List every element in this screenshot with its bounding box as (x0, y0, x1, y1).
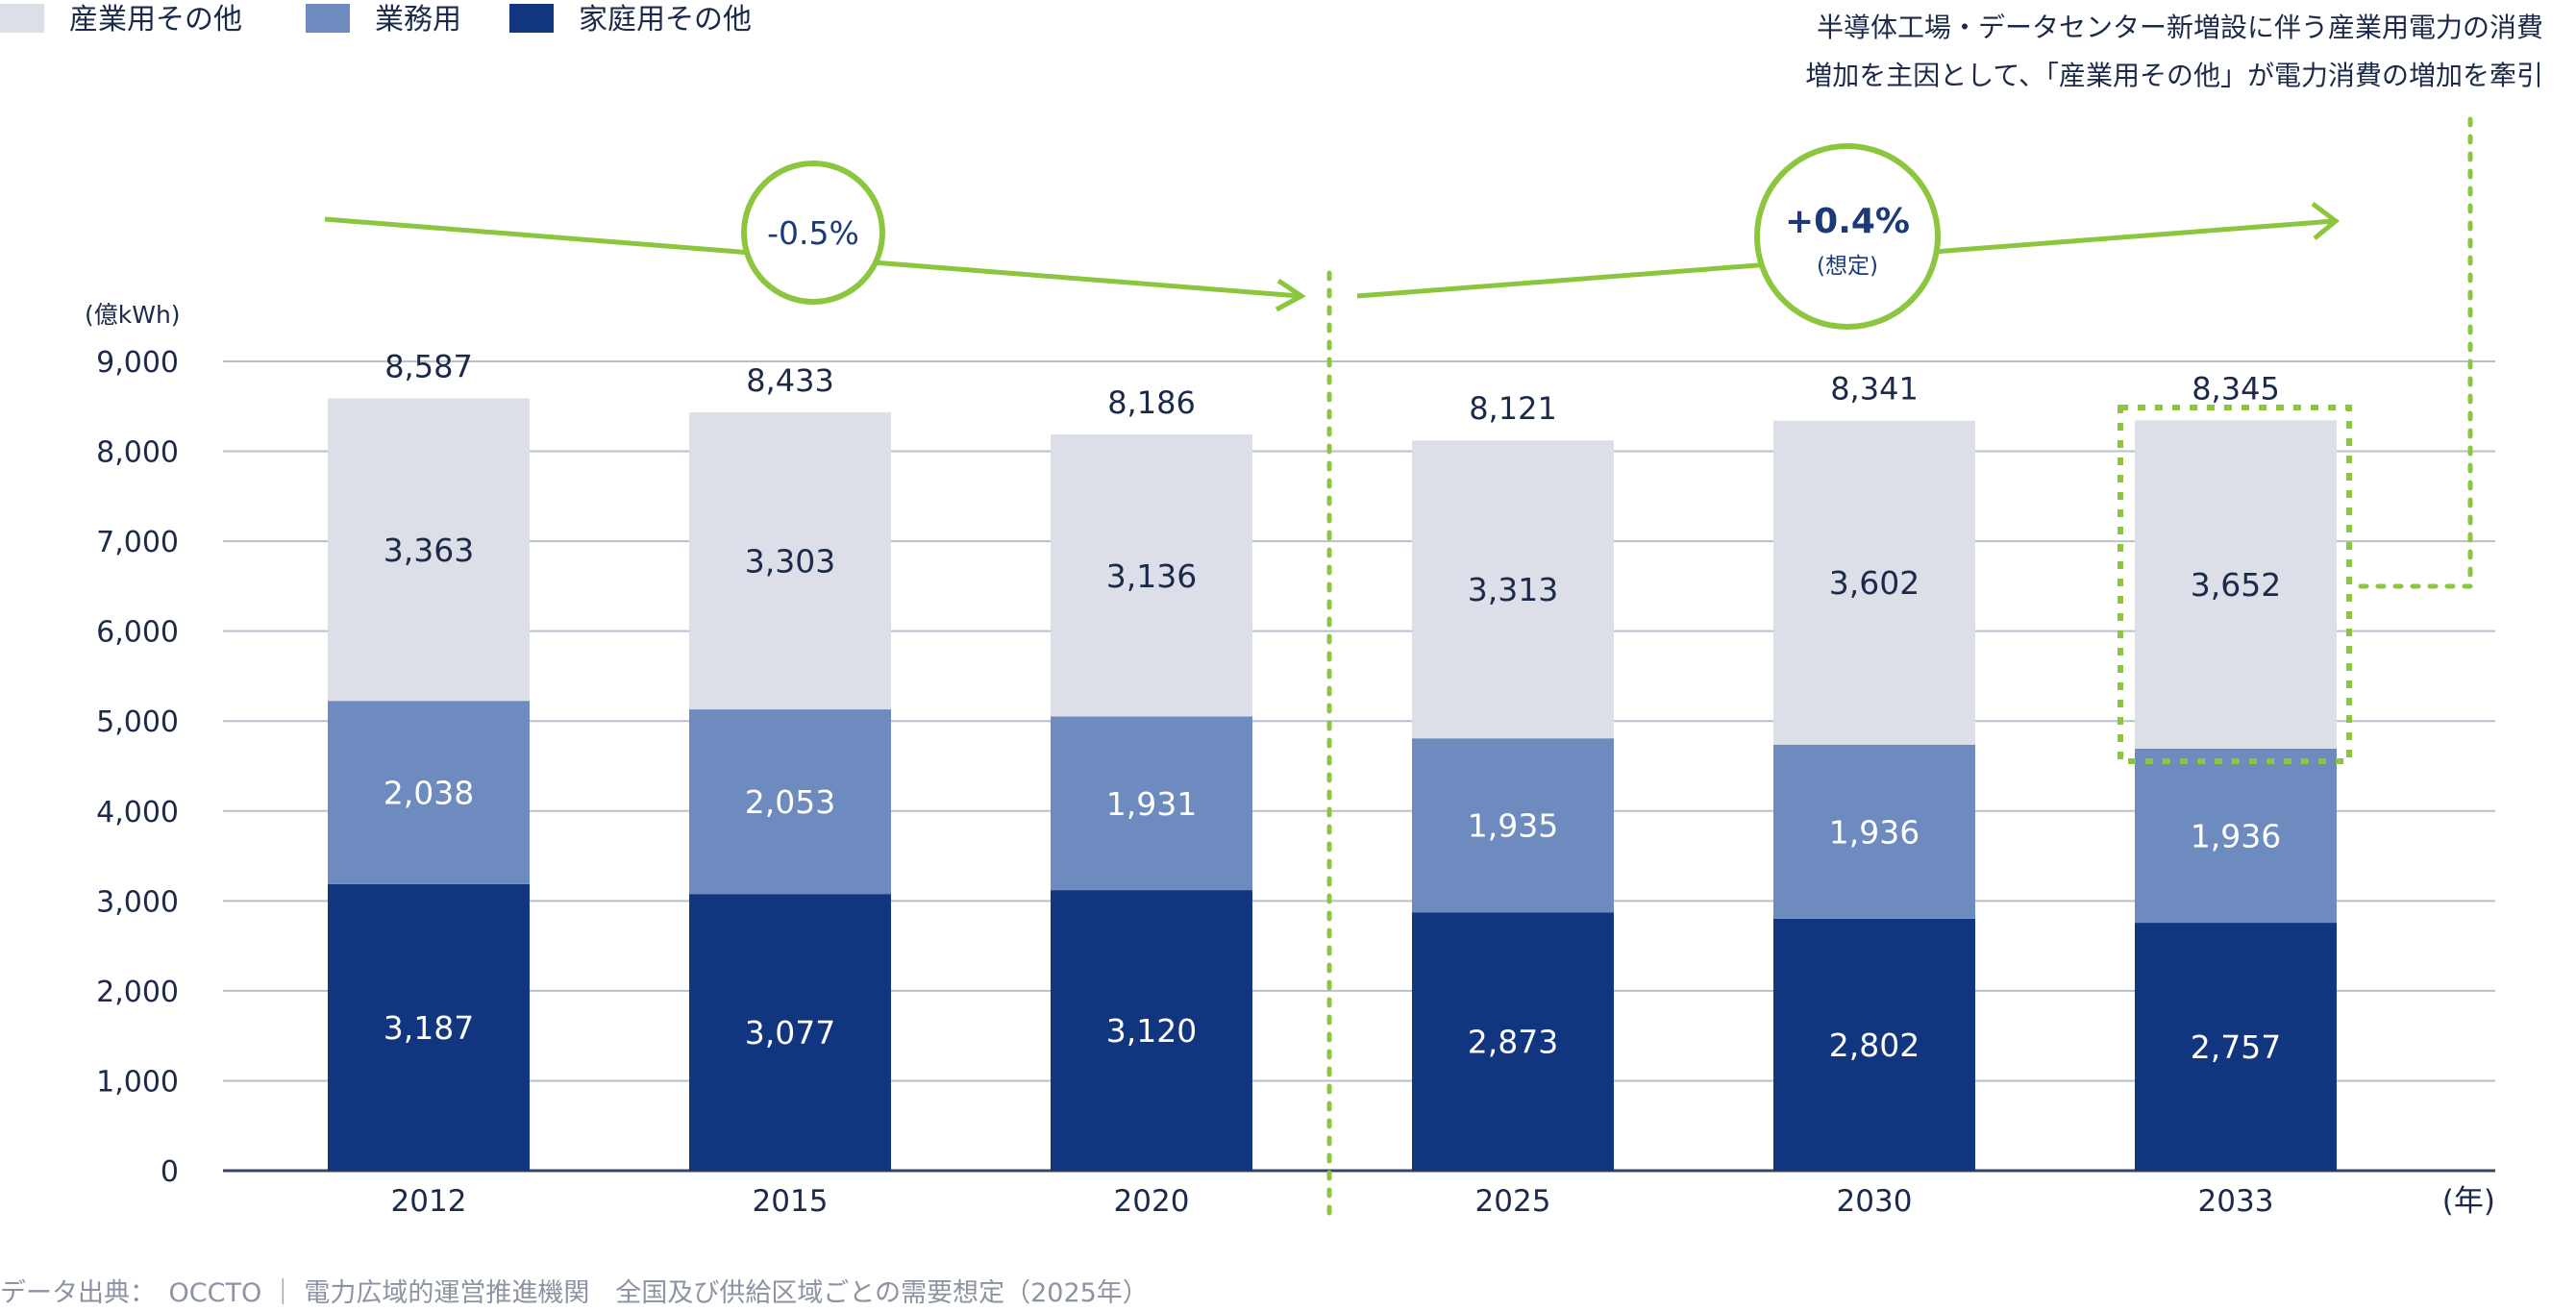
bar-segment-commercial (689, 709, 891, 895)
bar-segment-commercial (1412, 738, 1614, 913)
bar-total-label: 8,341 (1830, 371, 1919, 408)
highlight-box-2033-industrial (2118, 405, 2352, 764)
segment-value-label-residential: 3,120 (1106, 1012, 1197, 1050)
future-rate-text: +0.4% (1785, 202, 1910, 241)
segment-value-label-industrial: 3,136 (1106, 557, 1197, 595)
segment-value-label-industrial: 3,602 (1829, 564, 1920, 602)
segment-value-label-residential: 3,187 (384, 1009, 474, 1047)
y-tick-label: 3,000 (96, 885, 179, 919)
y-tick-label: 7,000 (96, 526, 179, 559)
bar-segment-residential (1051, 890, 1252, 1171)
bar-total-label: 8,186 (1107, 384, 1196, 421)
legend-swatch-residential (509, 4, 554, 33)
bar-segment-industrial (2135, 420, 2337, 749)
bar-segment-industrial (1773, 420, 1975, 745)
bar-segment-industrial (1051, 434, 1252, 717)
legend: 産業用その他 業務用 家庭用その他 (0, 3, 752, 37)
bar-segment-residential (1412, 912, 1614, 1171)
segment-value-label-commercial: 1,936 (1829, 813, 1920, 851)
segment-value-label-commercial: 2,053 (745, 783, 835, 821)
future-rate-circle (1754, 143, 1941, 330)
y-tick-label: 1,000 (96, 1065, 179, 1099)
annotation-note-line-1: 半導体工場・データセンター新増設に伴う産業用電力の消費 (1817, 12, 2543, 43)
bar-segment-commercial (2135, 748, 2337, 924)
y-tick-label: 0 (161, 1155, 179, 1189)
past-trend-arrowhead (1275, 278, 1306, 312)
y-tick-label: 2,000 (96, 976, 179, 1009)
total-labels: 8,587 8,433 8,186 8,121 8,341 8,345 (384, 349, 2280, 428)
y-tick-label: 6,000 (96, 616, 179, 650)
trend-annotations: -0.5% +0.4% (想定) (324, 116, 2473, 1222)
segment-labels: 3,187 2,038 3,363 3,077 2,053 3,303 3,120 1,931… (384, 532, 2281, 1066)
bar-total-label: 8,345 (2192, 370, 2280, 407)
future-rate-note: (想定) (1817, 254, 1878, 279)
x-tick-label: 2012 (391, 1184, 467, 1219)
x-tick-label: 2030 (1837, 1184, 1913, 1219)
segment-value-label-industrial: 3,363 (384, 532, 474, 569)
source-note: データ出典： OCCTO ｜ 電力広域的運営推進機関 全国及び供給区域ごとの需要… (0, 1278, 1149, 1308)
x-tick-label: 2033 (2198, 1184, 2274, 1219)
bar-segment-residential (328, 883, 530, 1171)
y-tick-label: 9,000 (96, 346, 179, 380)
x-tick-label: 2020 (1114, 1184, 1190, 1219)
y-axis-ticks: 0 1,000 2,000 3,000 4,000 5,000 6,000 7,000 8,00… (96, 346, 179, 1189)
future-trend-arrowhead (2311, 202, 2341, 240)
bar-segment-industrial (1412, 440, 1614, 739)
segment-value-label-industrial: 3,303 (745, 543, 835, 581)
bar-segment-industrial (689, 412, 891, 710)
bar-total-label: 8,587 (384, 349, 473, 385)
past-rate-circle (741, 161, 885, 305)
segment-value-label-commercial: 1,935 (1468, 807, 1558, 845)
segment-value-label-residential: 3,077 (745, 1014, 835, 1051)
bar-total-label: 8,121 (1469, 390, 1557, 427)
bar-segment-industrial (328, 398, 530, 702)
x-tick-label: 2025 (1475, 1184, 1551, 1219)
segment-value-label-industrial: 3,313 (1468, 571, 1558, 608)
y-tick-label: 8,000 (96, 436, 179, 470)
segment-value-label-commercial: 1,931 (1106, 785, 1197, 823)
segment-value-label-commercial: 2,038 (384, 775, 474, 812)
legend-label-industrial: 産業用その他 (69, 3, 242, 37)
bar-segment-residential (1773, 918, 1975, 1171)
segment-value-label-residential: 2,802 (1829, 1027, 1920, 1064)
annotation-note-line-2: 増加を主因として、「産業用その他」が電力消費の増加を牽引 (1805, 60, 2543, 91)
highlight-connector-line (2358, 116, 2473, 589)
legend-swatch-commercial (306, 4, 350, 33)
y-tick-label: 4,000 (96, 796, 179, 829)
bar-segment-commercial (1773, 744, 1975, 919)
y-axis-unit-label: (億kWh) (85, 301, 181, 329)
y-tick-label: 5,000 (96, 705, 179, 739)
gridlines (223, 360, 2495, 1173)
bar-segment-residential (689, 894, 891, 1171)
past-rate-text: -0.5% (767, 214, 859, 252)
segment-value-label-residential: 2,873 (1468, 1024, 1558, 1061)
segment-value-label-commercial: 1,936 (2191, 818, 2281, 855)
legend-label-commercial: 業務用 (375, 3, 461, 37)
bar-segment-residential (2135, 923, 2337, 1171)
bar-total-label: 8,433 (746, 362, 834, 399)
x-tick-label: 2015 (753, 1184, 829, 1219)
x-axis-unit-label: (年) (2442, 1184, 2495, 1219)
legend-swatch-industrial (0, 4, 44, 33)
bar-segment-commercial (1051, 716, 1252, 891)
bars (328, 398, 2337, 1171)
legend-label-residential: 家庭用その他 (579, 3, 752, 37)
bar-segment-commercial (328, 701, 530, 884)
segment-value-label-industrial: 3,652 (2191, 566, 2281, 604)
x-axis-ticks: 2012 2015 2020 2025 2030 2033 (391, 1184, 2274, 1219)
segment-value-label-residential: 2,757 (2191, 1028, 2281, 1066)
